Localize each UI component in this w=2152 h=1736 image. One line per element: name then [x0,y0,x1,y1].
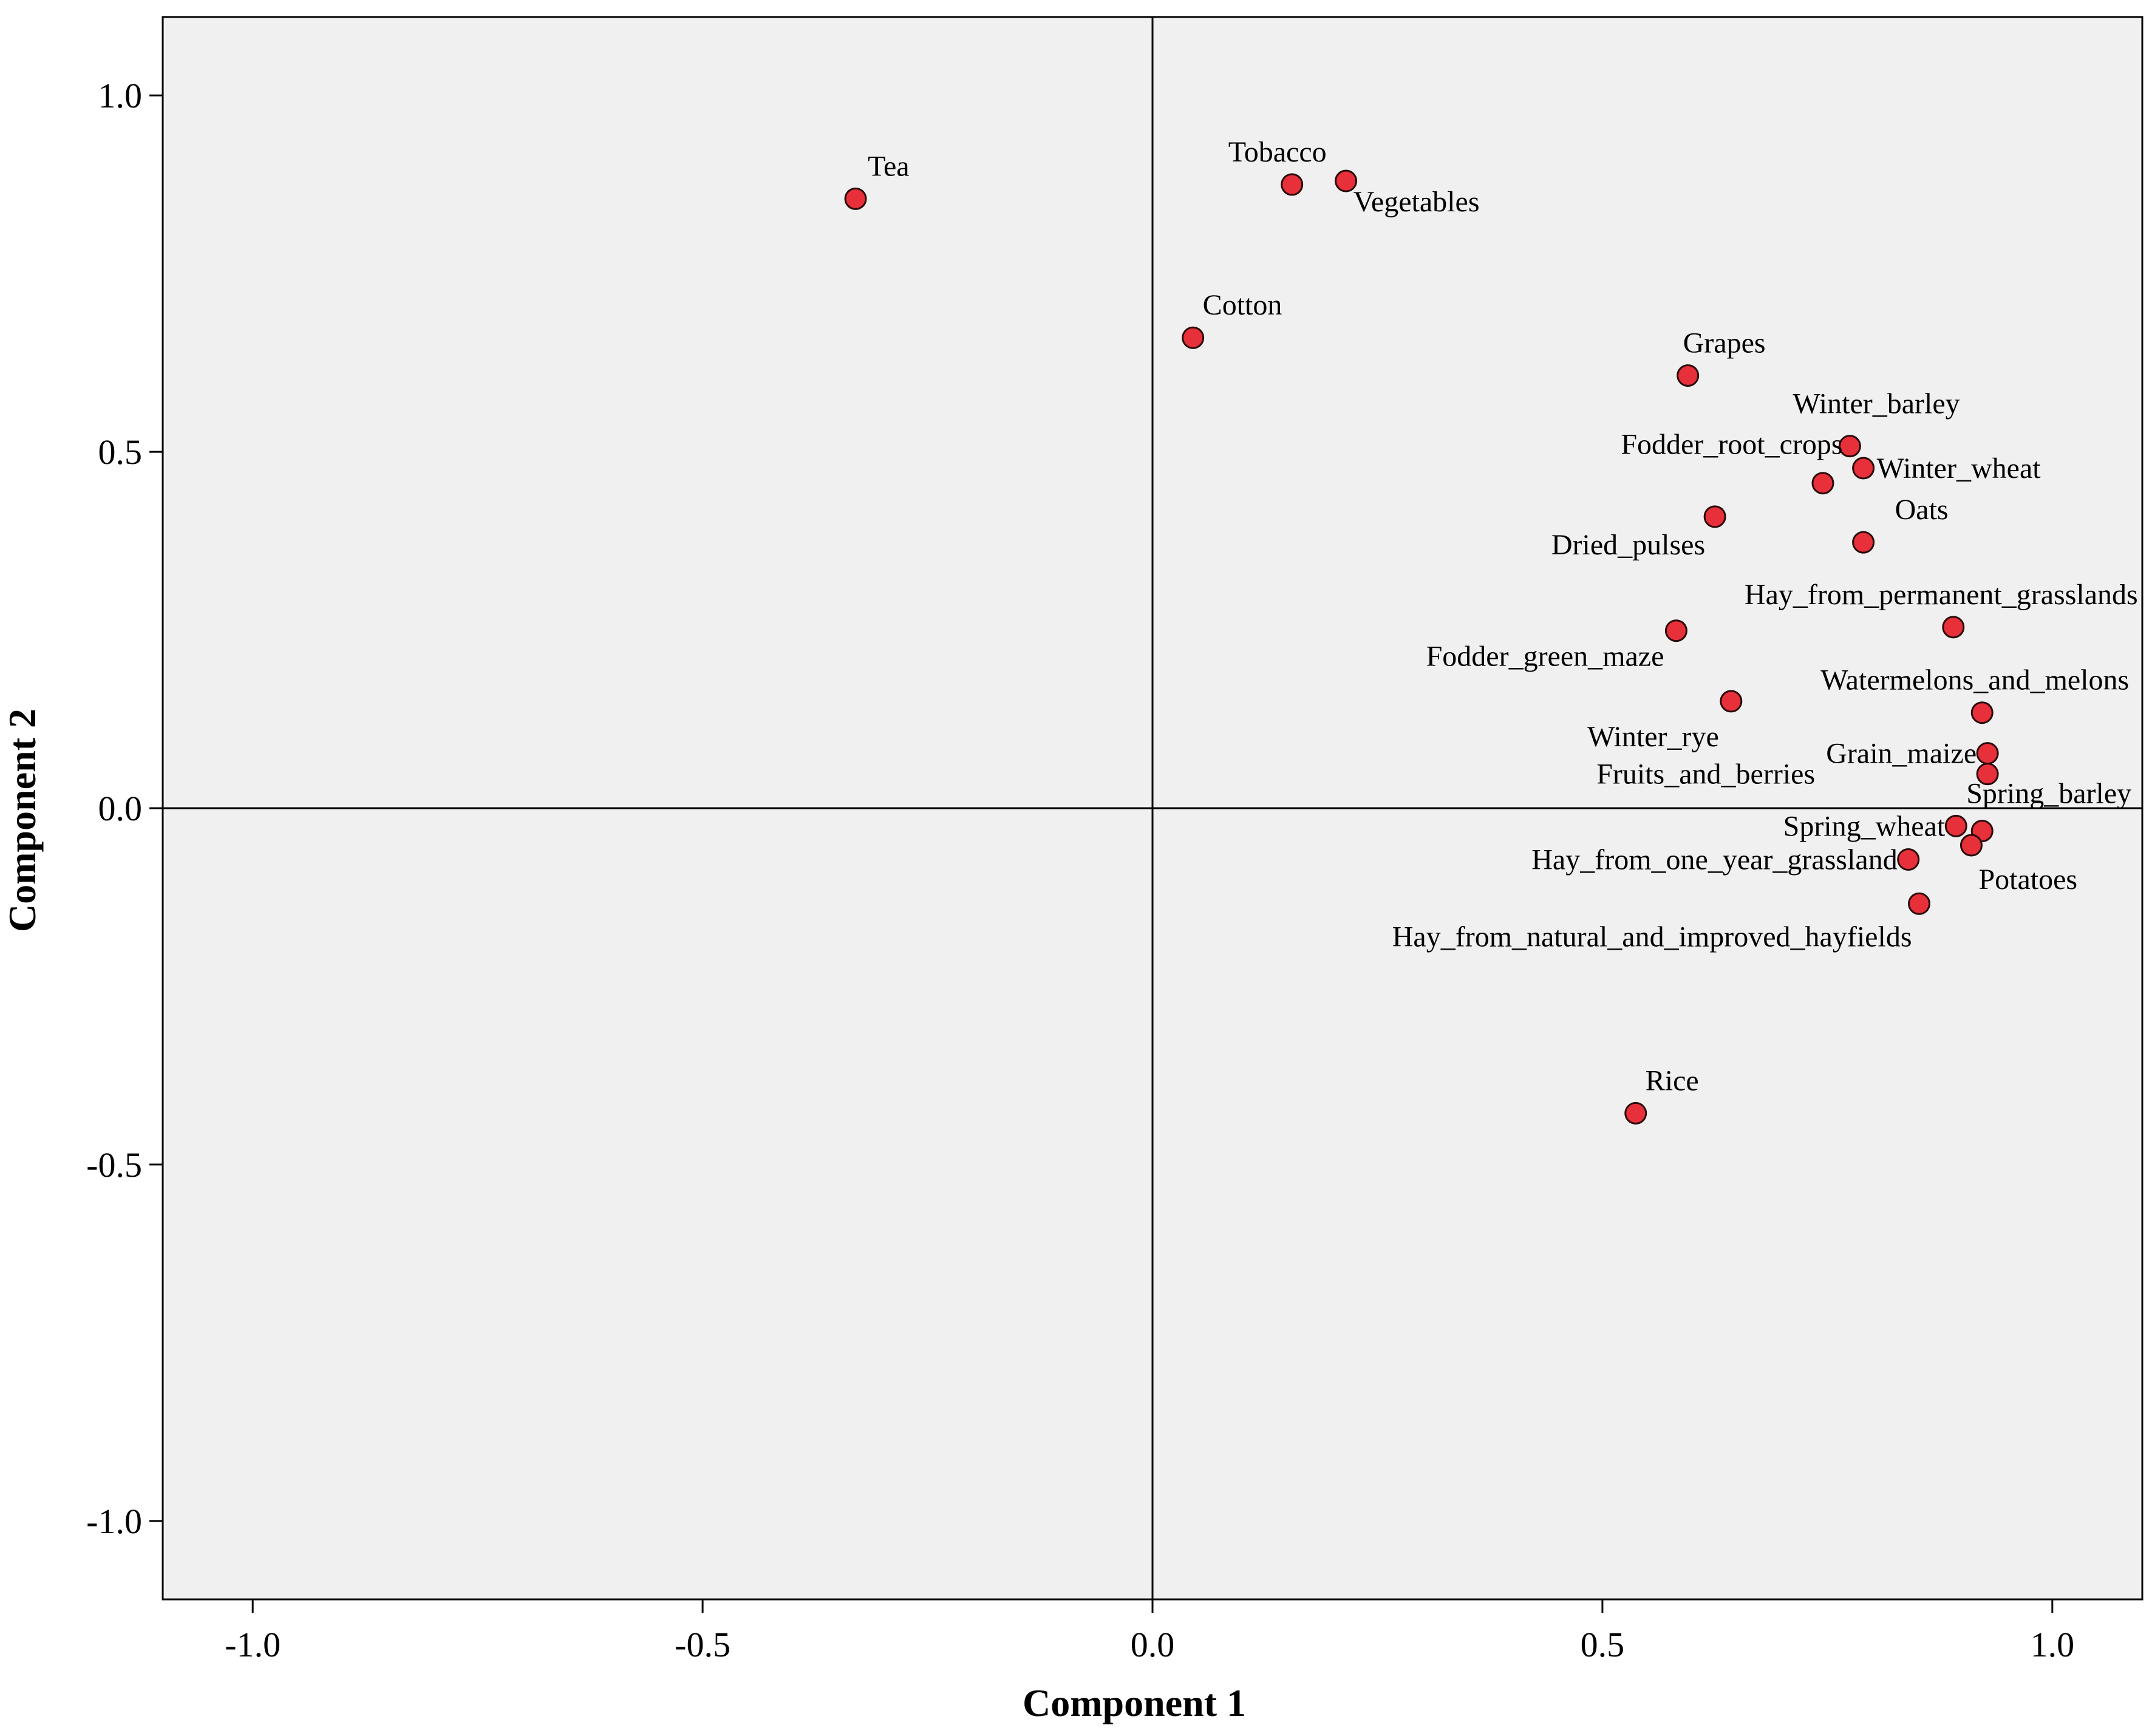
data-point-label: Tea [868,150,910,182]
data-point-label: Fruits_and_berries [1596,758,1815,791]
y-tick-label: -1.0 [86,1502,142,1541]
y-tick-label: 0.5 [98,432,143,472]
x-tick-label: 0.5 [1581,1625,1625,1664]
x-tick-label: 0.0 [1131,1625,1175,1664]
y-tick-label: -0.5 [86,1145,142,1185]
data-point [1960,834,1983,857]
data-point-label: Tobacco [1228,136,1327,168]
data-point [1970,701,1994,724]
data-point-label: Watermelons_and_melons [1820,664,2129,696]
data-point-label: Winter_rye [1587,721,1719,753]
data-point-label: Winter_barley [1793,388,1960,420]
data-point [1624,1101,1647,1125]
data-point-label: Potatoes [1978,863,2077,896]
data-point [1720,690,1743,713]
data-point [1944,814,1967,837]
data-point-label: Oats [1895,494,1949,526]
data-point [1942,616,1965,639]
data-point-label: Hay_from_permanent_grasslands [1745,579,2138,611]
data-point [1838,435,1861,458]
y-axis-title: Component 2 [1,709,44,932]
data-point-label: Fodder_root_crops [1621,429,1842,461]
x-axis-ticks: -1.0 -0.5 0.0 0.5 1.0 [225,1599,2074,1664]
data-point [1976,742,1999,765]
data-point-label: Spring_wheat [1783,810,1946,842]
data-points [844,169,1999,1125]
data-point [1811,472,1834,495]
data-point [1182,326,1205,349]
y-tick-label: 1.0 [98,76,143,115]
x-tick-label: -0.5 [675,1625,730,1664]
x-tick-label: -1.0 [225,1625,281,1664]
y-tick-label: 0.0 [98,789,143,828]
data-point-label: Hay_from_one_year_grassland [1531,844,1897,876]
data-point [1976,763,1999,786]
data-point-label: Grapes [1683,327,1766,359]
data-point [1281,173,1304,196]
data-point-label: Fodder_green_maze [1426,641,1664,673]
data-point [1677,364,1700,387]
data-point-label: Hay_from_natural_and_improved_hayfields [1392,921,1912,953]
data-point [1908,892,1931,915]
data-point-labels: Tea Tobacco Vegetables Cotton Grapes Winter_b… [868,136,2138,1097]
data-point-label: Winter_wheat [1877,452,2041,485]
data-point-label: Rice [1646,1064,1699,1097]
data-point-label: Cotton [1203,289,1282,321]
data-point [1897,848,1920,871]
data-point-label: Vegetables [1354,186,1480,218]
data-point [1664,619,1687,642]
x-axis-title: Component 1 [1023,1681,1246,1724]
data-point [1703,505,1726,528]
y-axis-ticks: 1.0 0.5 0.0 -0.5 -1.0 [86,76,163,1541]
data-point [844,187,867,210]
x-tick-label: 1.0 [2031,1625,2075,1664]
data-point [1335,169,1358,192]
data-point [1852,531,1875,554]
data-point-label: Spring_barley [1966,778,2131,810]
data-point [1852,457,1875,480]
data-point-label: Dried_pulses [1551,529,1705,561]
data-point-label: Grain_maize [1826,738,1977,770]
